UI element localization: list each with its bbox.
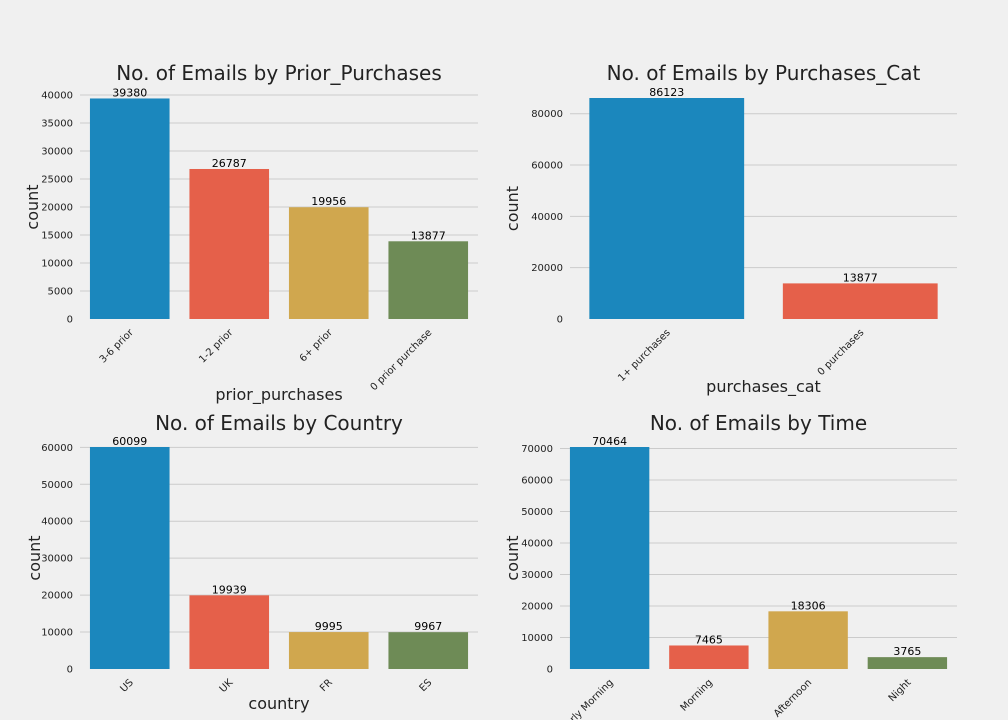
bar-value-label: 9995 — [315, 620, 343, 633]
bar — [768, 611, 848, 669]
y-tick-label: 0 — [67, 315, 73, 326]
bar-value-label: 70464 — [592, 435, 627, 448]
y-tick-label: 10000 — [41, 628, 73, 639]
y-tick-label: 20000 — [41, 591, 73, 602]
bar — [189, 168, 270, 319]
y-tick-label: 0 — [547, 665, 553, 676]
bar-value-label: 19939 — [212, 583, 247, 596]
bar-value-label: 9967 — [414, 620, 442, 633]
bar — [288, 632, 369, 669]
y-tick-label: 20000 — [531, 263, 563, 274]
x-axis-label: prior_purchases — [215, 385, 342, 405]
bar-value-label: 13877 — [843, 271, 878, 284]
bar — [388, 632, 469, 669]
bar-value-label: 18306 — [791, 599, 826, 612]
y-tick-label: 30000 — [41, 147, 73, 158]
chart-title: No. of Emails by Purchases_Cat — [607, 61, 921, 85]
y-tick-label: 70000 — [521, 444, 553, 455]
y-tick-label: 40000 — [41, 91, 73, 102]
y-tick-label: 30000 — [41, 554, 73, 565]
x-axis-label: purchases_cat — [706, 377, 821, 397]
bar — [288, 207, 369, 319]
y-tick-label: 60000 — [41, 443, 73, 454]
y-axis-label: count — [503, 186, 522, 231]
y-tick-label: 60000 — [521, 475, 553, 486]
y-axis-label: count — [23, 184, 42, 229]
y-tick-label: 15000 — [41, 231, 73, 242]
y-axis-label: count — [25, 535, 44, 580]
bar-value-label: 13877 — [411, 229, 446, 242]
chart-title: No. of Emails by Time — [650, 411, 867, 435]
chart-title: No. of Emails by Prior_Purchases — [116, 61, 442, 85]
bar — [388, 241, 469, 319]
bar — [669, 645, 749, 669]
bar — [589, 98, 745, 319]
y-tick-label: 50000 — [41, 480, 73, 491]
bar — [569, 447, 650, 669]
bar-value-label: 86123 — [649, 86, 684, 99]
y-tick-label: 5000 — [48, 287, 73, 298]
y-tick-label: 0 — [557, 315, 563, 326]
y-tick-label: 40000 — [41, 517, 73, 528]
x-axis-label: country — [248, 694, 309, 713]
chart-3: 010000200003000040000500006000060099US19… — [25, 411, 478, 713]
bar-value-label: 26787 — [212, 157, 247, 170]
bar — [782, 283, 938, 319]
y-tick-label: 50000 — [521, 507, 553, 518]
bar — [867, 657, 948, 669]
y-tick-label: 80000 — [531, 109, 563, 120]
y-tick-label: 35000 — [41, 119, 73, 130]
y-tick-label: 10000 — [41, 259, 73, 270]
bar — [89, 447, 170, 669]
bar — [89, 98, 170, 319]
y-tick-label: 40000 — [531, 212, 563, 223]
bar-value-label: 7465 — [695, 633, 723, 646]
y-tick-label: 20000 — [41, 203, 73, 214]
bar-value-label: 3765 — [893, 645, 921, 658]
y-tick-label: 20000 — [521, 601, 553, 612]
bar-value-label: 19956 — [311, 195, 346, 208]
bar-value-label: 39380 — [112, 86, 147, 99]
chart-title: No. of Emails by Country — [155, 411, 403, 435]
y-tick-label: 25000 — [41, 175, 73, 186]
y-tick-label: 30000 — [521, 570, 553, 581]
bar-value-label: 60099 — [112, 435, 147, 448]
y-tick-label: 10000 — [521, 633, 553, 644]
y-tick-label: 60000 — [531, 161, 563, 172]
bar — [189, 595, 270, 669]
y-tick-label: 40000 — [521, 538, 553, 549]
y-tick-label: 0 — [67, 665, 73, 676]
chart-1: 0 5000 10000 15000 20000 25000 30000 35000 40000… — [23, 61, 478, 405]
y-axis-label: count — [503, 535, 522, 580]
